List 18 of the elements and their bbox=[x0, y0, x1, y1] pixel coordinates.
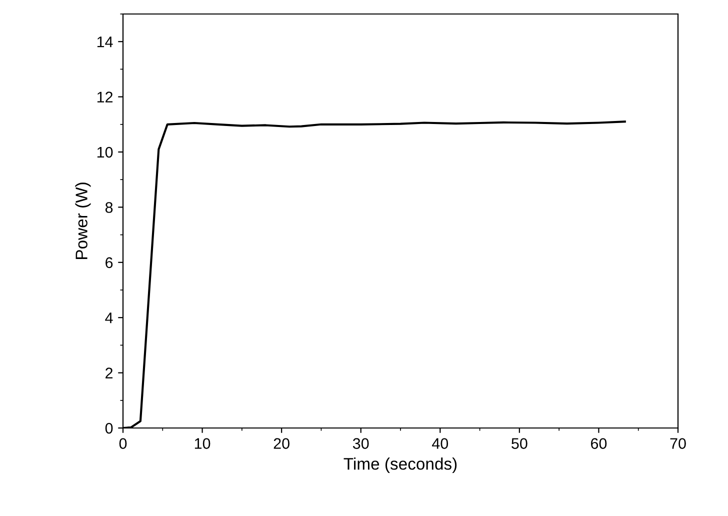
x-tick-label: 60 bbox=[590, 438, 607, 449]
x-tick-label: 30 bbox=[352, 438, 369, 449]
x-tick-label: 40 bbox=[432, 438, 448, 449]
x-tick-label: 10 bbox=[194, 438, 210, 449]
x-tick-label: 0 bbox=[119, 438, 127, 449]
y-tick-label: 14 bbox=[97, 36, 113, 48]
y-axis-title: Power (W) bbox=[75, 182, 91, 259]
y-tick-label: 0 bbox=[105, 422, 113, 434]
y-tick-label: 2 bbox=[106, 368, 113, 378]
x-tick-label: 50 bbox=[512, 438, 528, 449]
x-axis-title: Time (seconds) bbox=[344, 458, 457, 474]
y-tick-label: 10 bbox=[97, 146, 113, 158]
y-tick-label: 8 bbox=[105, 202, 113, 213]
y-tick-label: 6 bbox=[106, 257, 113, 268]
x-tick-label: 20 bbox=[274, 438, 290, 449]
y-tick-label: 4 bbox=[105, 312, 113, 324]
x-tick-label: 70 bbox=[670, 438, 686, 449]
y-tick-label: 12 bbox=[97, 92, 113, 102]
